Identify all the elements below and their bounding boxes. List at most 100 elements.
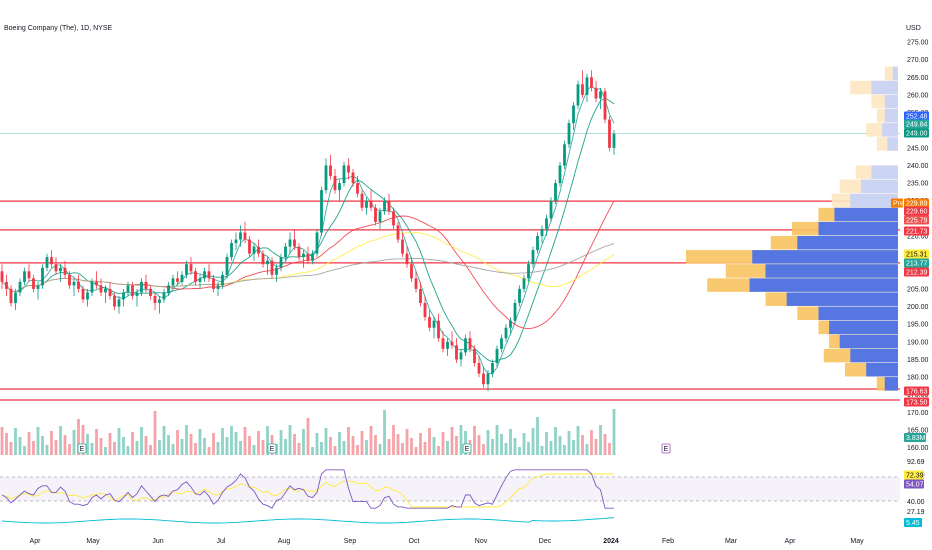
- rsi-signal-line: [1, 473, 614, 508]
- price-tag-prefix: [891, 198, 903, 208]
- volume-bar: [288, 425, 292, 455]
- candle-body: [270, 260, 274, 275]
- volume-bar: [180, 439, 184, 455]
- candle-body: [585, 77, 589, 95]
- price-tick-label: 275.00: [907, 40, 929, 47]
- volume-bar: [185, 425, 188, 455]
- volume-bar: [0, 427, 4, 455]
- candle-body: [171, 278, 175, 286]
- time-tick-label: Apr: [30, 538, 42, 545]
- candle-body: [68, 274, 71, 286]
- volume-bar: [72, 430, 76, 455]
- volume-bar: [248, 436, 251, 455]
- volume-bar: [59, 426, 62, 455]
- candle-body: [500, 338, 503, 349]
- candle-body: [135, 292, 139, 296]
- candle-body: [257, 246, 260, 254]
- volume-bar: [257, 431, 260, 455]
- volume-bar: [90, 443, 94, 455]
- price-tag-label: 173.50: [906, 400, 928, 407]
- volume-bar: [392, 425, 395, 455]
- moving-average-line: [1, 243, 615, 293]
- price-tag-label: 215.31: [906, 252, 928, 259]
- candle-body: [90, 281, 94, 293]
- candle-body: [410, 264, 413, 279]
- candle-body: [590, 77, 593, 88]
- volume-profile-bar-down: [749, 278, 898, 292]
- candle-body: [54, 264, 58, 272]
- volume-profile-bar-down: [884, 94, 898, 109]
- volume-bar: [207, 447, 211, 455]
- volume-bar: [405, 429, 409, 455]
- volume-bar: [594, 439, 598, 455]
- candle-body: [122, 292, 125, 300]
- volume-bar: [117, 428, 121, 455]
- candle-body: [230, 243, 233, 258]
- volume-bar: [396, 434, 400, 455]
- earnings-marker: [661, 443, 671, 454]
- volume-bar: [41, 436, 44, 455]
- candle-body: [563, 144, 566, 166]
- volume-bar: [338, 432, 341, 455]
- volume-bar: [198, 429, 202, 455]
- candle-body: [239, 232, 242, 240]
- candle-body: [266, 260, 269, 265]
- volume-bar: [428, 428, 431, 455]
- price-tick-label: 175.00: [907, 392, 929, 399]
- candle-body: [522, 278, 526, 289]
- volume-bar: [243, 427, 247, 455]
- volume-profile-bar-down: [884, 377, 898, 391]
- candle-body: [603, 91, 607, 120]
- volume-bar: [311, 447, 314, 455]
- volume-bar: [320, 442, 323, 455]
- indicator-line: [1, 517, 615, 524]
- candle-body: [446, 341, 449, 349]
- volume-bar: [590, 430, 593, 455]
- candle-body: [18, 281, 22, 293]
- price-tick-label: 200.00: [907, 304, 929, 311]
- price-tag-label: 249.84: [906, 122, 928, 129]
- volume-bar: [18, 437, 22, 455]
- volume-bar: [279, 430, 283, 455]
- volume-bar: [387, 439, 391, 455]
- candle-body: [482, 373, 485, 385]
- candle-body: [545, 218, 548, 229]
- volume-bar: [378, 444, 382, 455]
- candle-body: [464, 338, 467, 353]
- volume-profile-bar-down: [860, 179, 898, 194]
- price-axis[interactable]: 275.00270.00265.00260.00255.00250.00245.…: [907, 40, 929, 517]
- volume-bar: [540, 446, 544, 455]
- volume-bar: [284, 439, 287, 455]
- candle-body: [572, 105, 575, 124]
- volume-bar: [365, 440, 368, 455]
- volume-bar: [414, 447, 418, 455]
- volume-bar: [455, 436, 458, 455]
- candle-body: [248, 239, 251, 254]
- rsi-line: [1, 469, 614, 509]
- candle-body: [513, 303, 517, 321]
- candle-body: [356, 183, 359, 194]
- candle-body: [117, 299, 121, 307]
- volume-profile-bar-down: [818, 306, 898, 321]
- volume-bar: [266, 426, 269, 455]
- volume-bar: [531, 428, 535, 455]
- candle-body: [0, 271, 4, 282]
- time-axis[interactable]: Apr May Jun Jul Aug Sep Oct Nov Dec 2024 Feb Mar Apr…: [30, 538, 865, 545]
- volume-bar: [144, 436, 148, 455]
- candle-body: [86, 292, 89, 300]
- earnings-marker-label: E: [80, 446, 85, 453]
- price-tag-label: 229.89: [906, 201, 928, 208]
- price-tag: [904, 249, 929, 259]
- candle-body: [104, 288, 107, 293]
- volume-bar: [126, 446, 130, 455]
- earnings-marker: [77, 443, 87, 454]
- candle-body: [95, 281, 98, 286]
- price-tick-label: 180.00: [907, 375, 929, 382]
- volume-bar: [554, 427, 557, 455]
- rsi-tick-label: 92.69: [907, 459, 925, 466]
- time-tick-label: 2024: [603, 538, 619, 545]
- candle-body: [284, 246, 287, 258]
- price-tick-label: 270.00: [907, 57, 929, 64]
- price-tag: [904, 397, 929, 407]
